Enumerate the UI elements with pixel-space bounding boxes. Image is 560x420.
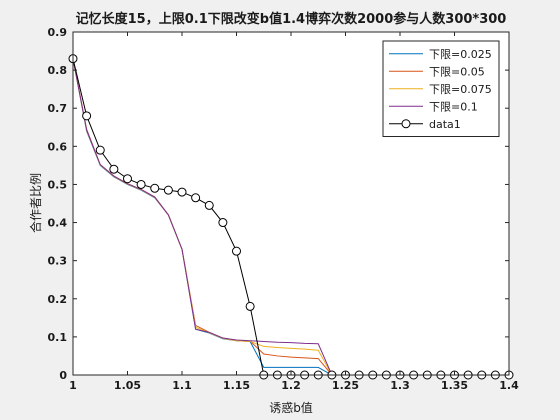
data-point bbox=[123, 174, 132, 184]
y-tick-label: 0.5 bbox=[48, 178, 68, 191]
legend-marker bbox=[401, 119, 411, 129]
x-tick-label: 1.2 bbox=[281, 379, 301, 392]
y-tick-label: 0.8 bbox=[48, 64, 68, 77]
data-point bbox=[136, 179, 146, 189]
x-tick-label: 1.15 bbox=[223, 379, 250, 392]
x-tick-label: 1.4 bbox=[499, 379, 519, 392]
legend-label: 下限=0.075 bbox=[429, 83, 492, 96]
data-point bbox=[82, 111, 92, 121]
x-tick-label: 1.35 bbox=[441, 379, 468, 392]
x-tick-label: 1.3 bbox=[390, 379, 410, 392]
legend: 下限=0.025 下限=0.05 下限=0.075 下限=0.1 data1 bbox=[382, 40, 500, 137]
data-point bbox=[150, 183, 160, 193]
y-axis-label: 合作者比例 bbox=[28, 173, 43, 233]
y-tick-label: 0.9 bbox=[48, 26, 68, 39]
data-point bbox=[204, 200, 214, 210]
y-tick-label: 0.1 bbox=[48, 331, 68, 344]
series-layer bbox=[68, 54, 514, 380]
y-tick-label: 0.3 bbox=[48, 255, 68, 268]
legend-label: 下限=0.1 bbox=[429, 100, 478, 113]
data-point bbox=[177, 187, 187, 197]
data-point bbox=[232, 246, 241, 256]
x-tick-label: 1.25 bbox=[332, 379, 359, 392]
x-tick-label: 1.05 bbox=[114, 379, 141, 392]
y-tick-label: 0.2 bbox=[48, 293, 68, 306]
data-point bbox=[109, 164, 119, 174]
tick-layer: 1 1.05 1.1 1.15 1.2 1.25 1.3 1.35 1.4 0 0.1 0.2 0.3 0… bbox=[48, 26, 520, 392]
legend-label: data1 bbox=[429, 118, 461, 131]
plot-frame bbox=[72, 31, 510, 376]
x-tick-label: 1.1 bbox=[172, 379, 192, 392]
legend-label: 下限=0.025 bbox=[429, 48, 492, 61]
data-point bbox=[95, 145, 105, 155]
y-tick-label: 0.7 bbox=[48, 102, 68, 115]
data-point bbox=[218, 218, 228, 228]
legend-label: 下限=0.05 bbox=[429, 65, 485, 78]
data-point bbox=[191, 193, 201, 203]
y-tick-label: 0.6 bbox=[48, 140, 68, 153]
data-point bbox=[163, 185, 173, 195]
y-tick-label: 0 bbox=[59, 369, 67, 382]
data-point bbox=[245, 301, 255, 311]
y-tick-label: 0.4 bbox=[48, 217, 68, 230]
chart-title: 记忆长度15，上限0.1下限改变b值1.4博弈次数2000参与人数300*300 bbox=[76, 11, 507, 27]
x-tick-label: 1 bbox=[69, 379, 77, 392]
x-axis-label: 诱惑b值 bbox=[269, 400, 313, 415]
